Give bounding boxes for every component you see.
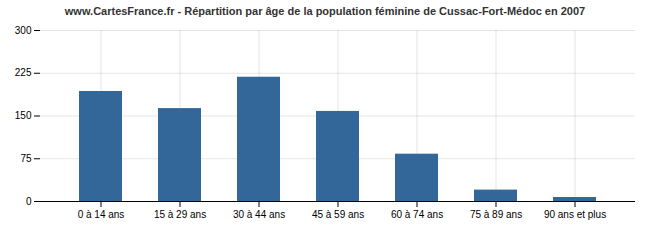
svg-text:60 à 74 ans: 60 à 74 ans <box>391 209 443 220</box>
svg-text:0: 0 <box>26 196 32 207</box>
svg-text:90 ans et plus: 90 ans et plus <box>544 209 606 220</box>
svg-text:75: 75 <box>20 153 32 164</box>
svg-text:75 à 89 ans: 75 à 89 ans <box>470 209 522 220</box>
svg-text:30 à 44 ans: 30 à 44 ans <box>233 209 285 220</box>
svg-text:150: 150 <box>15 110 32 121</box>
html-text:www.CartesFrance.fr - Répartit: www.CartesFrance.fr - Répartition par âg… <box>64 5 586 17</box>
svg-text:225: 225 <box>15 67 32 78</box>
svg-text:300: 300 <box>15 25 32 36</box>
svg-text:45 à 59 ans: 45 à 59 ans <box>312 209 364 220</box>
svg-text:0 à 14 ans: 0 à 14 ans <box>78 209 125 220</box>
svg-text:15 à 29 ans: 15 à 29 ans <box>154 209 206 220</box>
